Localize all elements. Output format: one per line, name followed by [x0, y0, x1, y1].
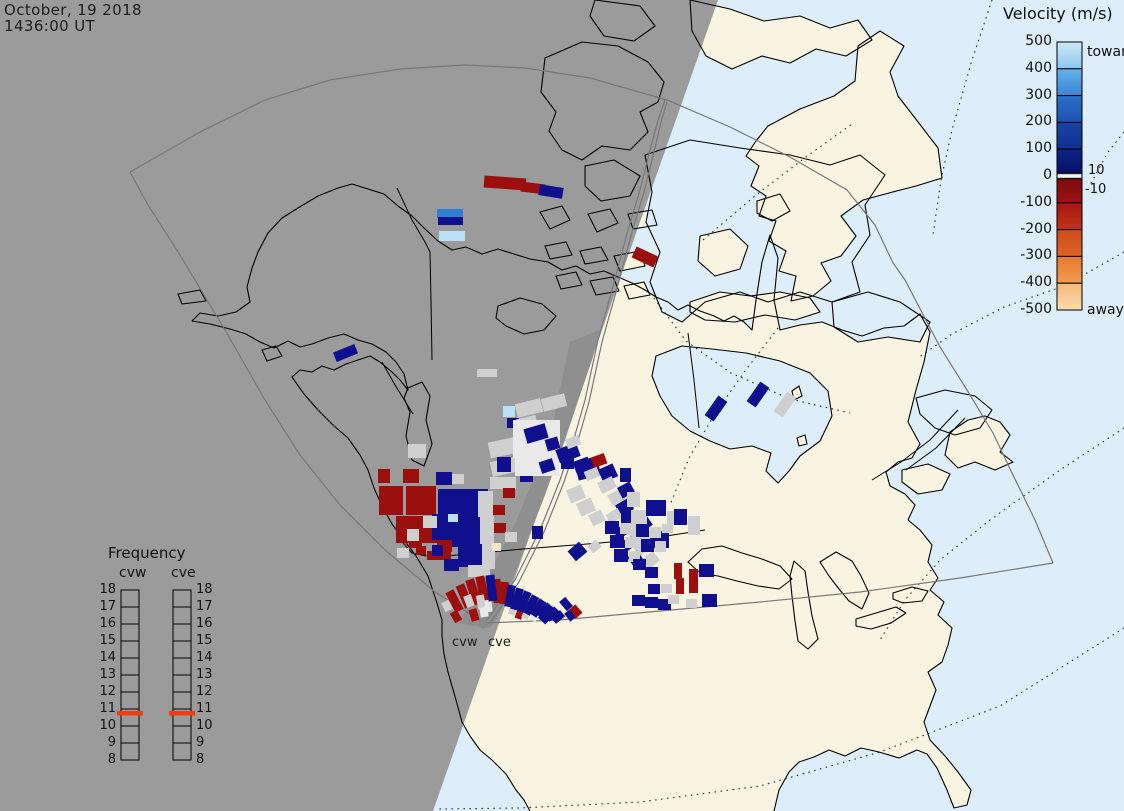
frequency-tick-label: 13: [99, 667, 116, 682]
frequency-tick-label: 12: [196, 684, 213, 699]
frequency-tick-label: 9: [196, 735, 205, 750]
frequency-tick-label: 9: [107, 735, 116, 750]
velocity-tick-label: -200: [1020, 220, 1052, 237]
frequency-tick-label: 15: [196, 633, 213, 648]
frequency-legend-title: Frequency: [108, 544, 186, 562]
date-text: October, 19 2018: [4, 1, 142, 19]
frequency-tick-label: 10: [196, 718, 213, 733]
colorbar-away-label: away: [1087, 302, 1124, 318]
velocity-cells: [332, 175, 797, 625]
frequency-tick-label: 17: [99, 599, 116, 614]
velocity-tick-label: -300: [1020, 247, 1052, 264]
frequency-tick-label: 8: [107, 752, 116, 767]
velocity-tick-label: -100: [1020, 193, 1052, 210]
frequency-tick-label: 16: [196, 616, 213, 631]
fov-mid-edge-cve: [489, 101, 668, 624]
velocity-tick-label: -400: [1020, 274, 1052, 291]
frequency-tick-label: 13: [196, 667, 213, 682]
frequency-tick-label: 18: [99, 582, 116, 597]
colorbar-toward-label: toward: [1087, 44, 1124, 60]
frequency-tick-label: 10: [99, 718, 116, 733]
site-label-cve: cve: [488, 635, 511, 650]
border-lines: [381, 187, 966, 557]
frequency-legend-bars: [117, 589, 195, 761]
velocity-tick-label: 100: [1025, 140, 1052, 157]
frequency-tick-label: 15: [99, 633, 116, 648]
site-label-cvw: cvw: [452, 635, 478, 650]
colorbar-title: Velocity (m/s): [1003, 4, 1113, 23]
velocity-tick-label: 400: [1025, 59, 1052, 76]
frequency-tick-label: 16: [99, 616, 116, 631]
velocity-colorbar: [1056, 41, 1083, 311]
timestamp: October, 19 2018 1436:00 UT: [4, 1, 142, 35]
coastlines: [177, 0, 1014, 811]
velocity-tick-label: 200: [1025, 113, 1052, 130]
frequency-column-cvw: cvw: [119, 565, 147, 581]
colorbar-inner-top-label: 10: [1088, 163, 1105, 178]
time-text: 1436:00 UT: [4, 16, 96, 35]
velocity-tick-label: 300: [1025, 86, 1052, 103]
night-shadow: [0, 0, 718, 811]
velocity-tick-label: -500: [1020, 301, 1052, 317]
velocity-tick-label: 0: [1043, 167, 1052, 183]
frequency-tick-label: 8: [196, 752, 205, 767]
frequency-tick-label: 12: [99, 684, 116, 699]
frequency-tick-label: 11: [196, 701, 213, 716]
frequency-tick-label: 17: [196, 599, 213, 614]
frequency-tick-label: 11: [99, 701, 116, 716]
frequency-tick-label: 14: [196, 650, 213, 665]
frequency-tick-label: 18: [196, 582, 213, 597]
frequency-column-cve: cve: [171, 565, 196, 581]
frequency-tick-label: 14: [99, 650, 116, 665]
graticule-lines: [436, 0, 1124, 810]
radar-site-dot: [478, 619, 488, 629]
colorbar-inner-bottom-label: -10: [1085, 182, 1107, 197]
velocity-tick-label: 500: [1025, 33, 1052, 49]
fov-left-edge: [129, 171, 485, 624]
fov-outer-arc: [129, 64, 1054, 564]
